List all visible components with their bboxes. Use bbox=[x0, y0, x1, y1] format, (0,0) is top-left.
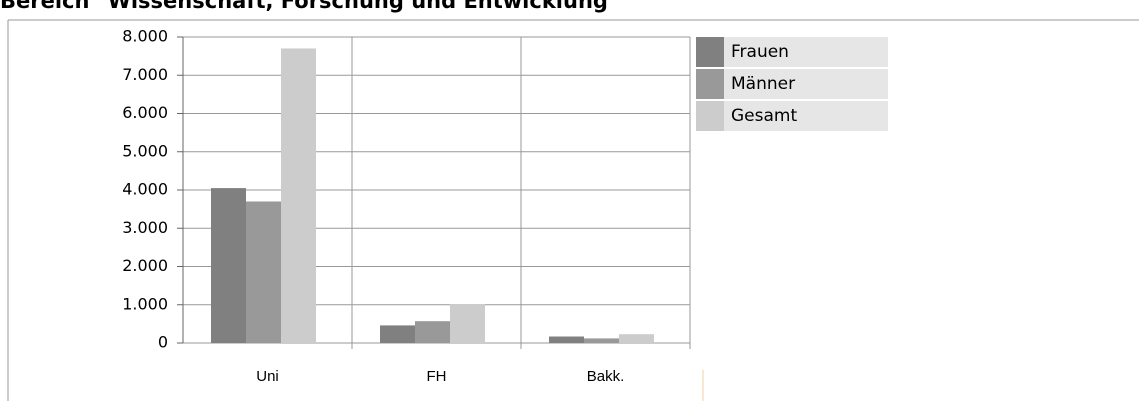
bar bbox=[584, 338, 619, 343]
bar bbox=[415, 321, 450, 343]
y-tick-label: 2.000 bbox=[122, 256, 168, 275]
bar bbox=[246, 201, 281, 343]
y-tick-label: 5.000 bbox=[122, 141, 168, 160]
legend-background bbox=[724, 101, 888, 131]
x-tick-label: Uni bbox=[256, 368, 279, 385]
y-tick-label: 8.000 bbox=[122, 27, 168, 46]
legend-swatch bbox=[696, 101, 724, 131]
x-tick-label: Bakk. bbox=[587, 368, 625, 385]
y-tick-label: 0 bbox=[158, 333, 168, 352]
chart-title: Bereich "Wissenschaft, Forschung und Ent… bbox=[0, 0, 619, 13]
y-tick-label: 4.000 bbox=[122, 180, 168, 199]
y-tick-label: 7.000 bbox=[122, 65, 168, 84]
bar bbox=[619, 334, 654, 343]
y-tick-label: 6.000 bbox=[122, 103, 168, 122]
legend-background bbox=[724, 37, 888, 67]
bar bbox=[549, 336, 584, 343]
legend-swatch bbox=[696, 37, 724, 67]
legend-label: Frauen bbox=[731, 42, 789, 62]
bar bbox=[211, 188, 246, 343]
bar bbox=[281, 48, 316, 343]
legend-background bbox=[724, 69, 888, 99]
bar bbox=[380, 325, 415, 343]
legend-label: Männer bbox=[731, 74, 795, 94]
legend-swatch bbox=[696, 69, 724, 99]
bar bbox=[450, 304, 485, 343]
x-tick-label: FH bbox=[427, 368, 447, 385]
y-tick-label: 1.000 bbox=[122, 294, 168, 313]
y-tick-label: 3.000 bbox=[122, 218, 168, 237]
legend-label: Gesamt bbox=[731, 106, 797, 126]
